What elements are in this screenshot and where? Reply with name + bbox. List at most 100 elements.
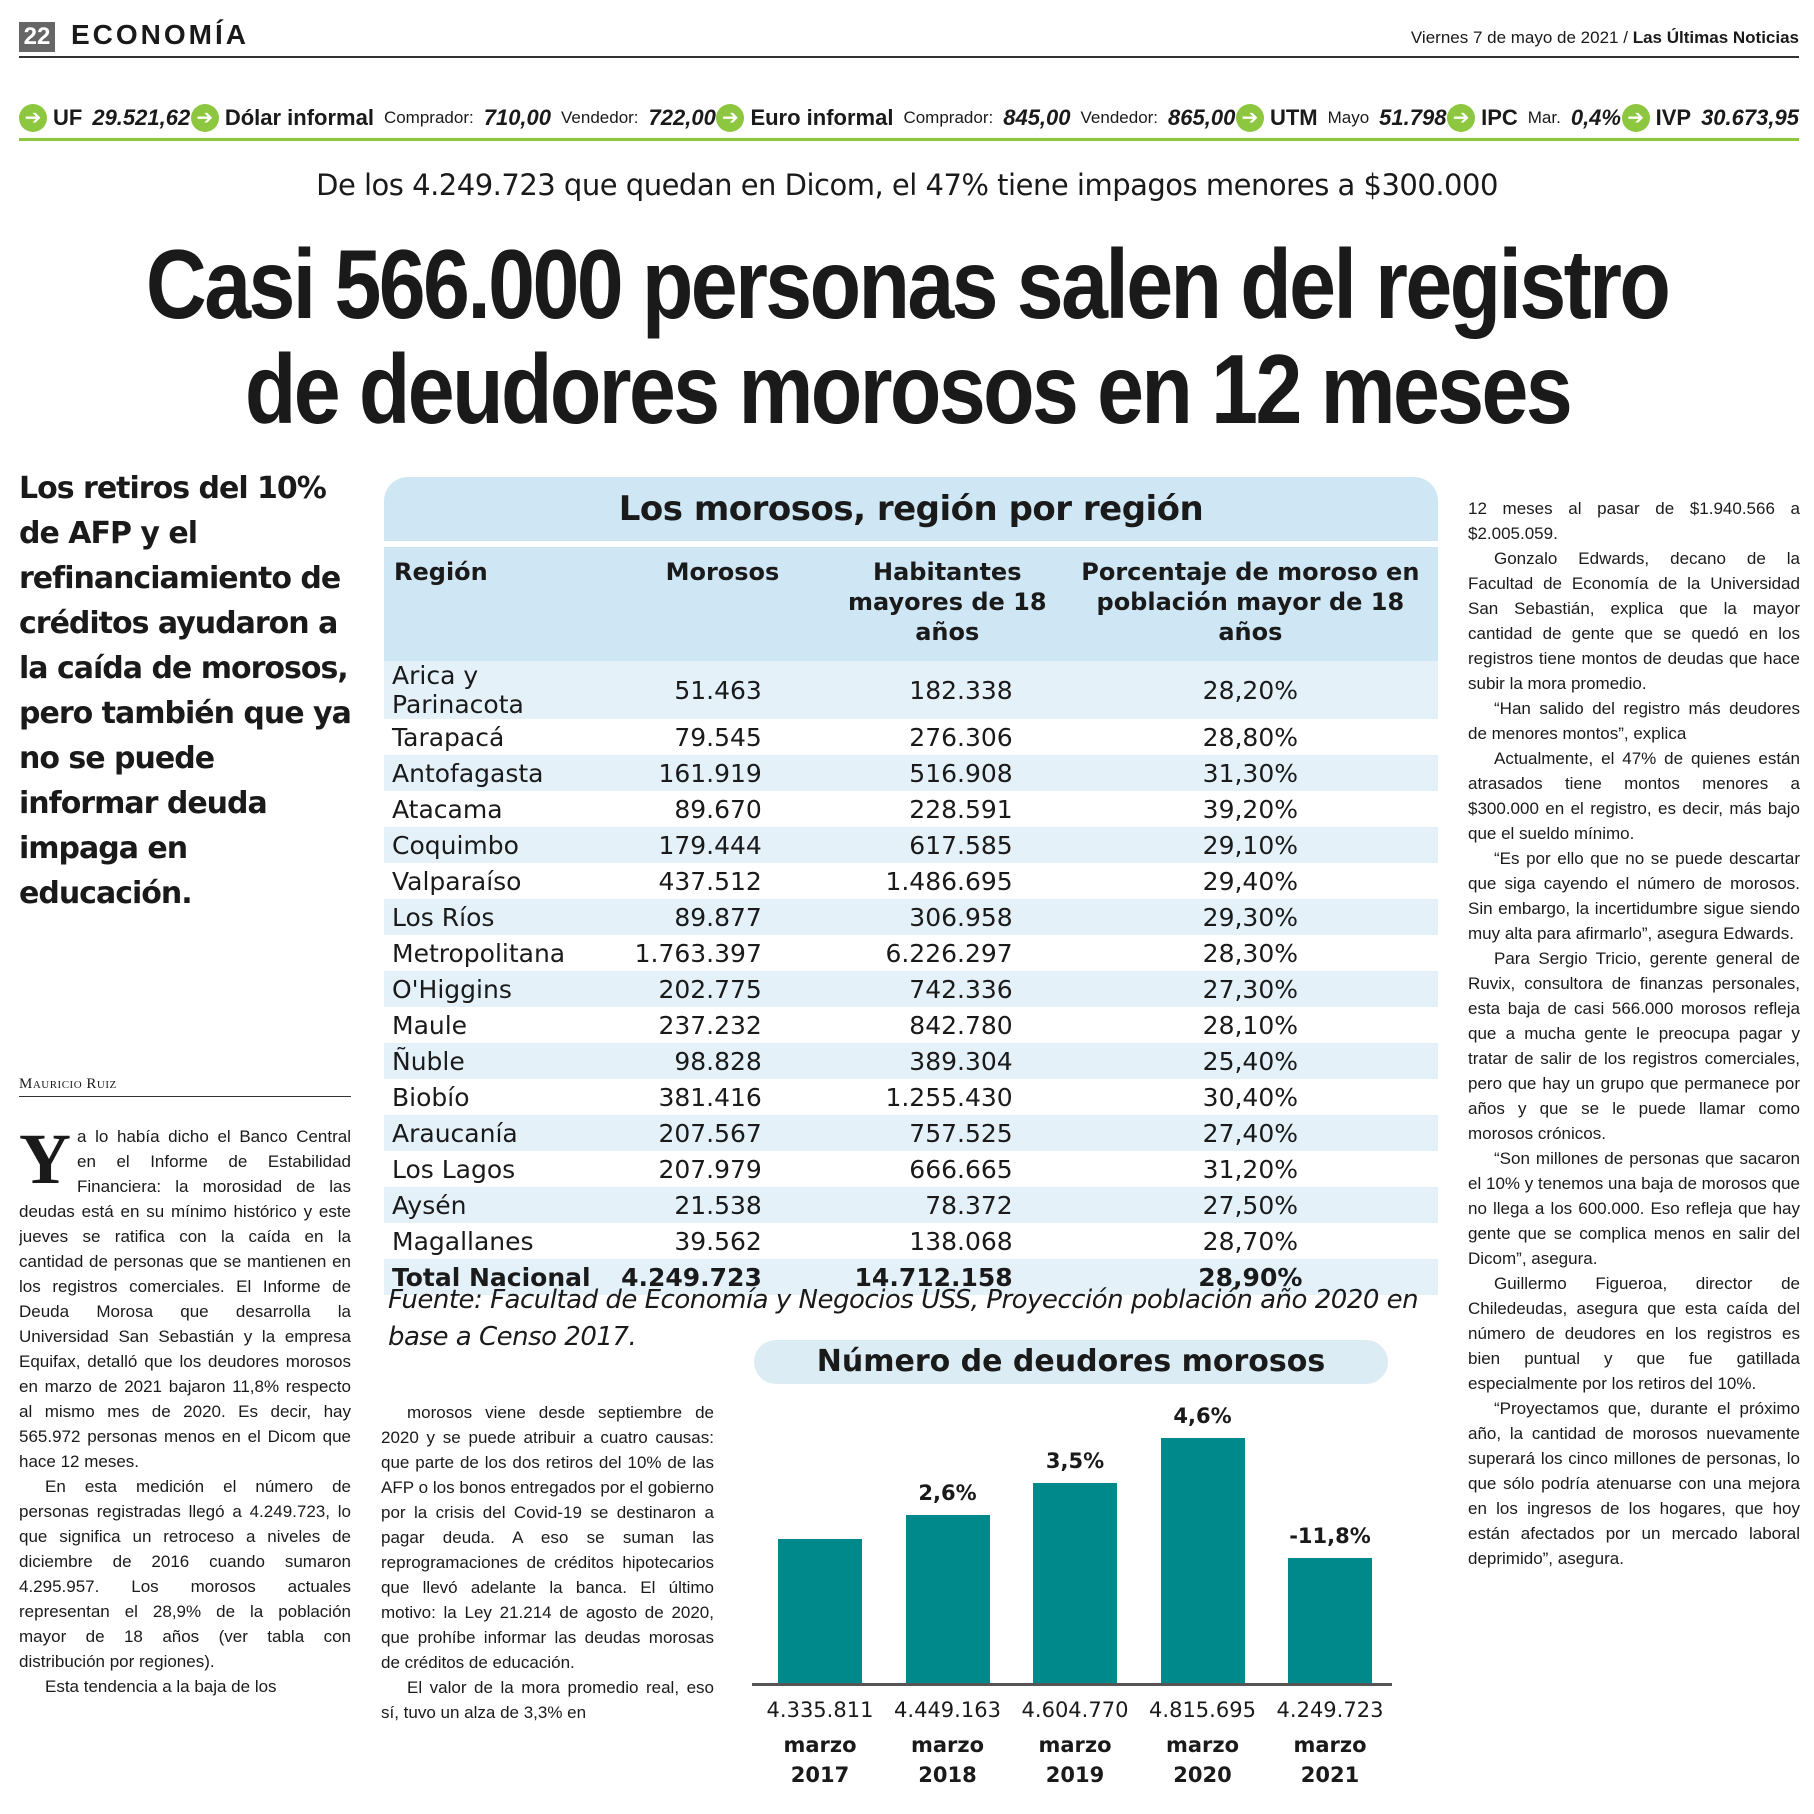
cell: 6.226.297 <box>885 938 1013 968</box>
cell: 28,30% <box>1202 938 1298 968</box>
cell: 27,50% <box>1062 1187 1438 1223</box>
annotation: -11,8% <box>1289 1523 1371 1548</box>
separator: / <box>1623 28 1628 47</box>
cell: 39.562 <box>674 1226 762 1256</box>
table-row: Los Ríos 89.877 306.958 29,30% <box>384 899 1438 935</box>
value-label: 4.815.695 <box>1149 1698 1256 1722</box>
column: 12 meses al pasar de $1.940.566 a $2.005… <box>1468 496 1800 1784</box>
headline: de deudores morosos en 12 meses <box>0 335 1814 443</box>
annotation: 3,5% <box>1045 1448 1105 1473</box>
cell: 4.249.723 <box>613 1259 832 1295</box>
table-title: Los morosos, región por región <box>384 477 1438 541</box>
cell: O'Higgins <box>384 971 614 1007</box>
cell: 1.486.695 <box>885 866 1013 896</box>
value-label: 4.335.811 <box>766 1698 874 1722</box>
date: Viernes 7 de mayo de 2021 <box>1410 28 1619 47</box>
category-label: marzo 2021 <box>1293 1733 1367 1787</box>
field-name: Comprador: <box>383 108 474 127</box>
cell: 1.255.430 <box>885 1082 1013 1112</box>
chart: 4.335.811 marzo 2017 2,6% 4.449.163 marzo 20… <box>740 1390 1400 1790</box>
cell: Arica y Parinacota <box>384 661 614 719</box>
table-row: Antofagasta 161.919 516.908 31,30% <box>384 755 1438 791</box>
table-row: Valparaíso 437.512 1.486.695 29,40% <box>384 863 1438 899</box>
paragraph: “Son millones de personas que sacaron el… <box>1468 1149 1800 1268</box>
cell: 437.512 <box>658 866 762 896</box>
cell: 757.525 <box>831 1115 1063 1151</box>
total-row: Total Nacional 4.249.723 14.712.158 28,90% <box>384 1259 1438 1295</box>
paragraph: “Proyectamos que, durante el próximo año… <box>1468 1399 1800 1568</box>
cell: 31,20% <box>1202 1154 1298 1184</box>
paragraph: En esta medición el número de personas r… <box>19 1477 351 1671</box>
cell: 516.908 <box>831 755 1063 791</box>
table-row: Magallanes 39.562 138.068 28,70% <box>384 1223 1438 1259</box>
cell: 179.444 <box>613 827 832 863</box>
table-row: Coquimbo 179.444 617.585 29,10% <box>384 827 1438 863</box>
cell: 276.306 <box>909 722 1013 752</box>
indicators: ➔ UF 29.521,62 ➔ Dólar informal Comprador: 710… <box>19 98 1799 141</box>
paragraph: El valor de la mora promedio real, eso s… <box>381 1678 714 1722</box>
value-label: 4.249.723 <box>1276 1698 1384 1722</box>
field-value: 722,00 <box>648 105 716 130</box>
field-name: Vendedor: <box>1080 108 1159 127</box>
cell: 28,10% <box>1202 1010 1298 1040</box>
table-row: Aysén 21.538 78.372 27,50% <box>384 1187 1438 1223</box>
cell: Los Lagos <box>392 1154 516 1184</box>
category-label: marzo 2020 <box>1165 1733 1240 1787</box>
bar <box>778 1539 862 1683</box>
indicator: ➔ UF 29.521,62 <box>19 104 190 132</box>
table-row: Los Lagos 207.979 666.665 31,20% <box>384 1151 1438 1187</box>
table-row: Arica y Parinacota 51.463 182.338 28,20% <box>384 661 1438 719</box>
baseline <box>752 1683 1392 1686</box>
field-value: 30.673,95 <box>1701 105 1799 130</box>
category-label: marzo 2019 <box>1038 1733 1112 1787</box>
field-name: Vendedor: <box>561 108 639 127</box>
table-row: Metropolitana 1.763.397 6.226.297 28,30% <box>384 935 1438 971</box>
category-label: marzo 2018 <box>910 1733 985 1787</box>
paragraph: “Han salido del registro más deudores de… <box>1468 699 1800 743</box>
field-name: Mayo <box>1327 108 1370 127</box>
cell: Los Ríos <box>384 899 614 935</box>
arrow-icon: ➔ <box>19 104 47 132</box>
table-row: Araucanía 207.567 757.525 27,40% <box>384 1115 1438 1151</box>
table-row: Biobío 381.416 1.255.430 30,40% <box>384 1079 1438 1115</box>
arrow-icon: ➔ <box>1235 104 1264 132</box>
cell: Metropolitana <box>392 938 566 968</box>
column: morosos viene desde septiembre de 2020 y… <box>381 1400 714 1784</box>
field-value: 865,00 <box>1168 105 1236 130</box>
cell: 381.416 <box>658 1082 762 1112</box>
cell: 89.877 <box>613 899 832 935</box>
indicator: ➔ Euro informal Comprador: 845,00 Vendedor: 8… <box>716 104 1235 132</box>
paragraph: Para Sergio Tricio, gerente general de R… <box>1468 949 1800 1143</box>
cell: 30,40% <box>1202 1082 1298 1112</box>
bar <box>1160 1438 1245 1683</box>
cell: 237.232 <box>658 1010 762 1040</box>
field-value: 51.798 <box>1379 105 1447 130</box>
cell: 28,20% <box>1062 661 1438 719</box>
cell: 617.585 <box>831 827 1063 863</box>
table-row: Ñuble 98.828 389.304 25,40% <box>384 1043 1438 1079</box>
cell: 228.591 <box>909 794 1013 824</box>
cell: 202.775 <box>613 971 832 1007</box>
column: Ya lo había dicho el Banco Central en el… <box>19 1124 351 1784</box>
section: ECONOMÍA <box>71 19 249 50</box>
field-value: 29.521,62 <box>92 105 191 130</box>
cell: Biobío <box>392 1082 470 1112</box>
annotation: 2,6% <box>918 1481 977 1506</box>
indicator-label: Dólar informal <box>224 105 374 130</box>
cell: 39,20% <box>1202 794 1298 824</box>
cell: 161.919 <box>613 755 832 791</box>
bar <box>1033 1482 1117 1683</box>
bar <box>905 1515 990 1683</box>
field-value: 710,00 <box>483 105 552 130</box>
indicator-label: UF <box>53 105 83 130</box>
arrow-icon: ➔ <box>716 104 745 132</box>
column-header: Porcentaje de moroso en población mayor … <box>1062 541 1438 661</box>
column-header: Habitantes mayores de 18 años <box>831 541 1063 661</box>
table-row: O'Higgins 202.775 742.336 27,30% <box>384 971 1438 1007</box>
dateline: Viernes 7 de mayo de 2021 / Las Últimas … <box>1411 28 1799 48</box>
indicator-label: IVP <box>1655 105 1692 130</box>
cell: Aysén <box>384 1187 614 1223</box>
cell: 182.338 <box>831 661 1063 719</box>
cell: 89.670 <box>674 794 762 824</box>
page-number: 22 <box>19 22 55 52</box>
